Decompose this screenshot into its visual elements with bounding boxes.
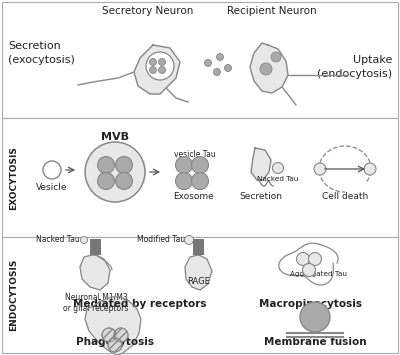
Circle shape [224, 65, 232, 71]
Text: Cell death: Cell death [322, 192, 368, 201]
Text: Neuronal M1/M3
or glial receptors: Neuronal M1/M3 or glial receptors [63, 293, 129, 313]
Text: Mediated by receptors: Mediated by receptors [73, 299, 207, 309]
Text: Membrane fusion: Membrane fusion [264, 337, 366, 347]
Circle shape [98, 157, 114, 174]
Text: Phagocytosis: Phagocytosis [76, 337, 154, 347]
Circle shape [300, 302, 330, 332]
Circle shape [272, 163, 284, 174]
Text: Secretion
(exocytosis): Secretion (exocytosis) [8, 42, 75, 65]
Text: Aggregated Tau: Aggregated Tau [290, 271, 346, 277]
Polygon shape [185, 255, 212, 290]
Circle shape [260, 63, 272, 75]
Circle shape [85, 142, 145, 202]
Text: Nacked Tau: Nacked Tau [257, 176, 299, 182]
Circle shape [314, 163, 326, 175]
Circle shape [216, 54, 224, 60]
Text: Macropinocytosis: Macropinocytosis [258, 299, 362, 309]
Circle shape [176, 173, 192, 190]
Circle shape [302, 263, 316, 277]
Circle shape [114, 328, 128, 342]
Text: ENDOCYTOSIS: ENDOCYTOSIS [10, 259, 18, 331]
Circle shape [158, 66, 166, 73]
Circle shape [43, 161, 61, 179]
Circle shape [146, 52, 174, 80]
Circle shape [150, 59, 156, 66]
Circle shape [98, 173, 114, 190]
Text: MVB: MVB [101, 132, 129, 142]
Circle shape [192, 173, 208, 190]
Polygon shape [134, 45, 180, 94]
Text: RAGE: RAGE [188, 277, 210, 286]
Text: Modified Tau: Modified Tau [137, 235, 185, 245]
Polygon shape [250, 43, 288, 93]
Bar [2, 237, 398, 353]
Polygon shape [85, 297, 141, 355]
Circle shape [176, 157, 192, 174]
Circle shape [308, 252, 322, 266]
Text: Secretory Neuron: Secretory Neuron [102, 6, 194, 16]
Text: Recipient Neuron: Recipient Neuron [227, 6, 317, 16]
Circle shape [296, 252, 310, 266]
Circle shape [364, 163, 376, 175]
Circle shape [116, 157, 132, 174]
Circle shape [102, 328, 116, 342]
Text: Uptake
(endocytosis): Uptake (endocytosis) [317, 55, 392, 78]
Circle shape [204, 60, 212, 66]
Bar [2, 2, 398, 118]
Circle shape [214, 69, 220, 76]
Text: Exosome: Exosome [173, 192, 213, 201]
Circle shape [158, 59, 166, 66]
Text: vesicle Tau: vesicle Tau [174, 150, 216, 159]
Polygon shape [80, 255, 110, 290]
Text: Nacked Tau: Nacked Tau [36, 235, 80, 245]
Circle shape [192, 157, 208, 174]
Bar [193, 239, 204, 255]
Bar [2, 118, 398, 237]
Circle shape [271, 52, 281, 62]
Text: EXOCYTOSIS: EXOCYTOSIS [10, 146, 18, 210]
Polygon shape [251, 148, 271, 180]
Circle shape [150, 66, 156, 73]
Circle shape [80, 236, 88, 244]
Circle shape [108, 338, 122, 352]
Circle shape [116, 173, 132, 190]
Bar [90, 239, 101, 255]
Text: Vesicle: Vesicle [36, 183, 68, 192]
Text: Secretion: Secretion [240, 192, 282, 201]
Circle shape [184, 235, 194, 245]
